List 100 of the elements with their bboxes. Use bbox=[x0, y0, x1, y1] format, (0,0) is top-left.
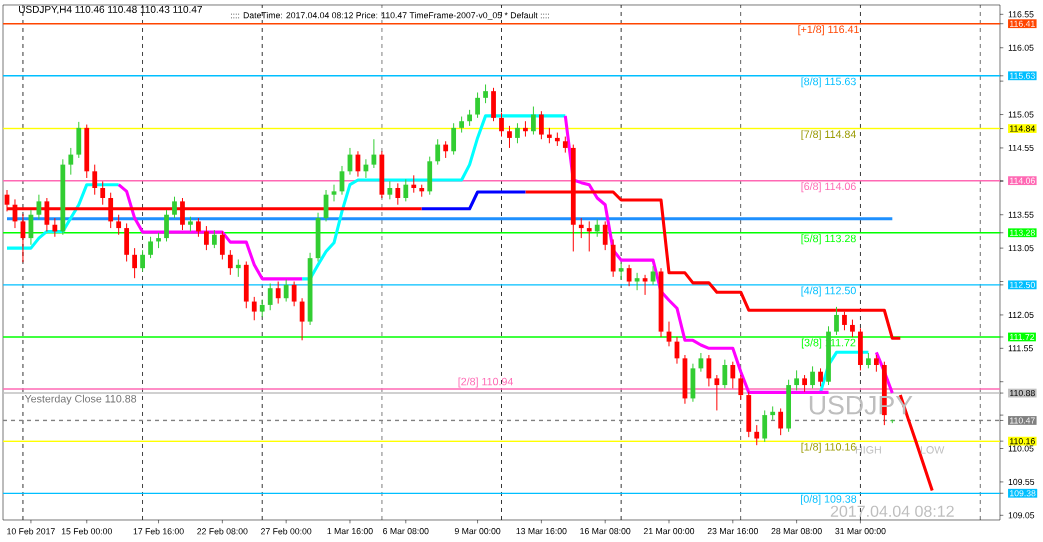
candlestick bbox=[227, 249, 233, 276]
ref-line-label: [8/8] 115.63 bbox=[801, 77, 856, 88]
ref-line-label: Yesterday Close 110.88 bbox=[24, 394, 137, 405]
candlestick bbox=[132, 247, 138, 279]
candlestick bbox=[140, 249, 145, 272]
candlestick bbox=[778, 407, 784, 436]
x-tick-label: 22 Feb 08:00 bbox=[197, 528, 248, 535]
y-tick-label: 116.55 bbox=[1008, 11, 1034, 18]
candlestick bbox=[204, 225, 209, 251]
y-tick-label: 109.55 bbox=[1008, 478, 1035, 485]
candlestick bbox=[435, 138, 441, 166]
candlestick bbox=[68, 147, 74, 176]
text: :::: DateTime: 2017.04.04 08:12 Price: 110.47 TimeFrame-2007-v0_05 * Default :::: bbox=[231, 12, 549, 20]
y-tick-label: 111.55 bbox=[1008, 345, 1033, 352]
candlestick bbox=[834, 306, 839, 336]
candlestick bbox=[586, 220, 592, 252]
y-tick-label: 113.28 bbox=[1010, 229, 1035, 236]
candlestick bbox=[451, 122, 457, 156]
candlestick bbox=[219, 230, 225, 260]
x-tick-label: 6 Mar 08:00 bbox=[383, 528, 429, 535]
ref-line-label: [1/8] 110.16 bbox=[801, 442, 856, 453]
candlestick bbox=[52, 217, 58, 238]
annotation: 2017.04.04 08:12 bbox=[830, 505, 954, 517]
x-tick-label: 16 Mar 08:00 bbox=[580, 528, 631, 535]
candlestick bbox=[618, 262, 624, 281]
candlestick bbox=[634, 272, 640, 291]
y-tick-label: 109.38 bbox=[1010, 490, 1036, 497]
candlestick bbox=[762, 409, 768, 443]
y-tick-label: 115.05 bbox=[1008, 111, 1034, 118]
ref-line-label: [5/8] 113.28 bbox=[801, 234, 856, 245]
candlestick bbox=[100, 180, 106, 206]
x-tick-label: 9 Mar 00:00 bbox=[454, 528, 501, 535]
candlestick bbox=[116, 214, 122, 236]
y-tick-label: 110.16 bbox=[1010, 438, 1035, 445]
y-tick-label: 110.05 bbox=[1008, 445, 1034, 452]
candlestick bbox=[507, 125, 512, 149]
candlestick bbox=[842, 311, 847, 331]
x-tick-label: 21 Mar 00:00 bbox=[643, 528, 695, 535]
candlestick bbox=[730, 361, 736, 389]
chart-title: USDJPY,H4 110.46 110.48 110.43 110.47 bbox=[19, 5, 202, 15]
ref-line-label: [6/8] 114.06 bbox=[801, 182, 856, 193]
candlestick bbox=[331, 184, 337, 202]
candlestick bbox=[706, 354, 712, 387]
x-tick-label: 28 Mar 08:00 bbox=[771, 528, 822, 535]
x-tick-label: 17 Feb 16:00 bbox=[133, 528, 184, 535]
candlestick bbox=[499, 112, 504, 138]
x-tick-label: 27 Feb 00:00 bbox=[261, 528, 312, 535]
candlestick bbox=[626, 264, 632, 287]
candlestick bbox=[714, 374, 720, 411]
x-tick-label: 13 Mar 16:00 bbox=[516, 528, 567, 535]
candlestick bbox=[211, 229, 217, 249]
candlestick bbox=[475, 91, 480, 119]
ref-line-label: [0/8] 109.38 bbox=[801, 494, 857, 505]
y-tick-label: 110.88 bbox=[1010, 390, 1035, 397]
candlestick bbox=[403, 178, 409, 202]
candlestick bbox=[180, 197, 185, 231]
annotation: LOW bbox=[920, 446, 945, 454]
y-tick-label: 112.50 bbox=[1010, 281, 1035, 288]
candlestick bbox=[283, 279, 289, 303]
candlestick bbox=[291, 281, 297, 307]
y-tick-label: 116.05 bbox=[1008, 44, 1034, 51]
y-tick-label: 114.55 bbox=[1008, 144, 1034, 151]
ref-line-label: [+1/8] 116.41 bbox=[798, 25, 859, 36]
x-tick-label: 1 Mar 16:00 bbox=[327, 528, 373, 535]
candlestick bbox=[794, 369, 800, 391]
candlestick bbox=[754, 424, 760, 446]
candlestick bbox=[738, 374, 744, 401]
candlestick bbox=[196, 217, 201, 238]
candlestick bbox=[164, 209, 169, 242]
y-tick-label: 112.05 bbox=[1008, 311, 1034, 318]
y-tick-label: 113.55 bbox=[1008, 211, 1034, 218]
candlestick bbox=[395, 182, 401, 206]
candlestick bbox=[722, 359, 728, 389]
y-tick-label: 109.05 bbox=[1008, 512, 1035, 519]
candlestick bbox=[44, 197, 50, 232]
y-tick-label: 113.05 bbox=[1008, 245, 1034, 252]
ref-line-label: [7/8] 114.84 bbox=[801, 130, 856, 141]
ref-line-label: [4/8] 112.50 bbox=[801, 286, 856, 297]
candlestick bbox=[275, 281, 281, 305]
y-tick-label: 114.06 bbox=[1010, 177, 1035, 184]
candlestick bbox=[267, 283, 273, 311]
y-tick-label: 116.41 bbox=[1010, 20, 1035, 27]
candlestick bbox=[642, 274, 648, 296]
y-tick-label: 115.63 bbox=[1010, 72, 1035, 79]
candlestick bbox=[602, 220, 608, 251]
candlestick bbox=[148, 236, 153, 259]
candlestick bbox=[251, 296, 257, 321]
candlestick bbox=[387, 180, 393, 200]
x-tick-label: 10 Feb 2017 bbox=[7, 528, 55, 535]
y-tick-label: 114.84 bbox=[1010, 125, 1035, 132]
candlestick bbox=[371, 138, 377, 169]
candlestick bbox=[531, 106, 536, 136]
candlestick bbox=[578, 217, 584, 239]
y-tick-label: 110.47 bbox=[1010, 417, 1035, 424]
candlestick bbox=[538, 110, 544, 140]
candlestick bbox=[483, 83, 488, 104]
annotation: HIGH bbox=[855, 446, 881, 454]
candlestick bbox=[299, 297, 305, 341]
y-tick-label: 111.72 bbox=[1010, 333, 1035, 340]
x-tick-label: 31 Mar 00:00 bbox=[835, 528, 886, 535]
